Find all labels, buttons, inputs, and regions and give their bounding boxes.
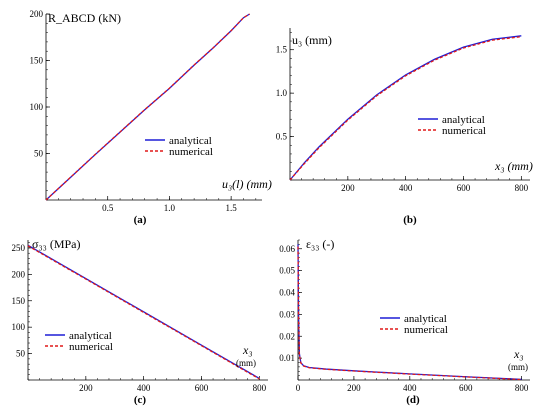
x-tick-label: 200: [79, 383, 93, 393]
x-tick-label: 800: [515, 383, 529, 393]
series-line-numerical: [289, 36, 522, 181]
y-tick-label: 200: [12, 269, 26, 279]
series-line-numerical: [45, 13, 250, 201]
x-tick-label: 0: [296, 383, 301, 393]
x-tick-label: 400: [137, 383, 151, 393]
y-tick-label: 50: [34, 149, 44, 159]
x-axis-label: x₃ (mm): [494, 159, 533, 173]
chart-panel-b: 200 400 600 800 0.5 1.0 1.5 analyticalnumerical…: [276, 28, 533, 226]
panel-label: (c): [134, 394, 147, 406]
x-axis-label: x₃: [242, 343, 253, 357]
panel-label: (b): [403, 214, 417, 226]
y-axis-label: R_ABCD (kN): [48, 11, 121, 25]
y-tick-label: 150: [30, 56, 44, 66]
y-tick-label: 200: [30, 9, 44, 19]
x-tick-label: 400: [399, 183, 413, 193]
y-tick-label: 0.02: [279, 331, 295, 341]
y-tick-label: 1.0: [276, 88, 288, 98]
y-axis-label: u₃ (mm): [292, 33, 332, 47]
x-axis-unit: (mm): [508, 362, 528, 372]
series-line-numerical: [297, 246, 522, 381]
x-tick-label: 400: [403, 383, 417, 393]
legend-label-analytical: analytical: [169, 135, 212, 147]
legend-label-numerical: numerical: [69, 341, 113, 353]
y-tick-label: 100: [30, 102, 44, 112]
x-axis-unit: (mm): [236, 358, 256, 368]
y-tick-label: 0.06: [279, 244, 295, 254]
y-tick-label: 0.04: [279, 288, 295, 298]
x-axis-label: x₃: [513, 347, 524, 361]
legend-label-analytical: analytical: [404, 313, 447, 325]
y-tick-label: 150: [12, 296, 26, 306]
x-tick-label: 200: [347, 383, 361, 393]
series-line-analytical: [297, 244, 522, 380]
x-tick-label: 0.5: [102, 203, 114, 213]
x-tick-label: 800: [253, 383, 267, 393]
y-axis-label: σ₃₃ (MPa): [32, 237, 81, 251]
chart-panel-d: 0 200 400 600 800 0.01 0.02 0.03 0.04 0.05 0.06 ana…: [279, 237, 530, 406]
x-tick-label: 1.5: [226, 203, 238, 213]
legend-label-analytical: analytical: [69, 330, 112, 342]
legend-label-numerical: numerical: [442, 125, 486, 137]
x-tick-label: 200: [341, 183, 355, 193]
panel-label: (a): [134, 214, 147, 226]
x-tick-label: 600: [457, 183, 471, 193]
y-tick-label: 0.5: [276, 132, 288, 142]
panel-label: (d): [406, 394, 420, 406]
y-tick-label: 0.05: [279, 266, 295, 276]
y-tick-label: 1.5: [276, 45, 288, 55]
series-line-analytical: [289, 35, 522, 181]
x-tick-label: 600: [195, 383, 209, 393]
y-tick-label: 0.03: [279, 309, 295, 319]
x-tick-label: 600: [459, 383, 473, 393]
y-tick-label: 250: [12, 243, 26, 253]
legend-label-numerical: numerical: [169, 146, 213, 158]
y-axis-label: ε₃₃ (-): [306, 237, 334, 251]
y-tick-label: 100: [12, 322, 26, 332]
x-tick-label: 800: [515, 183, 529, 193]
legend-label-analytical: analytical: [442, 114, 485, 126]
series-line-numerical: [27, 245, 260, 380]
x-tick-label: 1.0: [164, 203, 176, 213]
y-tick-label: 50: [16, 349, 26, 359]
x-axis-label: u₃(l) (mm): [222, 177, 272, 191]
y-tick-label: 0.01: [279, 353, 295, 363]
legend-label-numerical: numerical: [404, 324, 448, 336]
chart-panel-c: 200 400 600 800 50 100 150 200 250 analyticalnume…: [12, 237, 268, 406]
